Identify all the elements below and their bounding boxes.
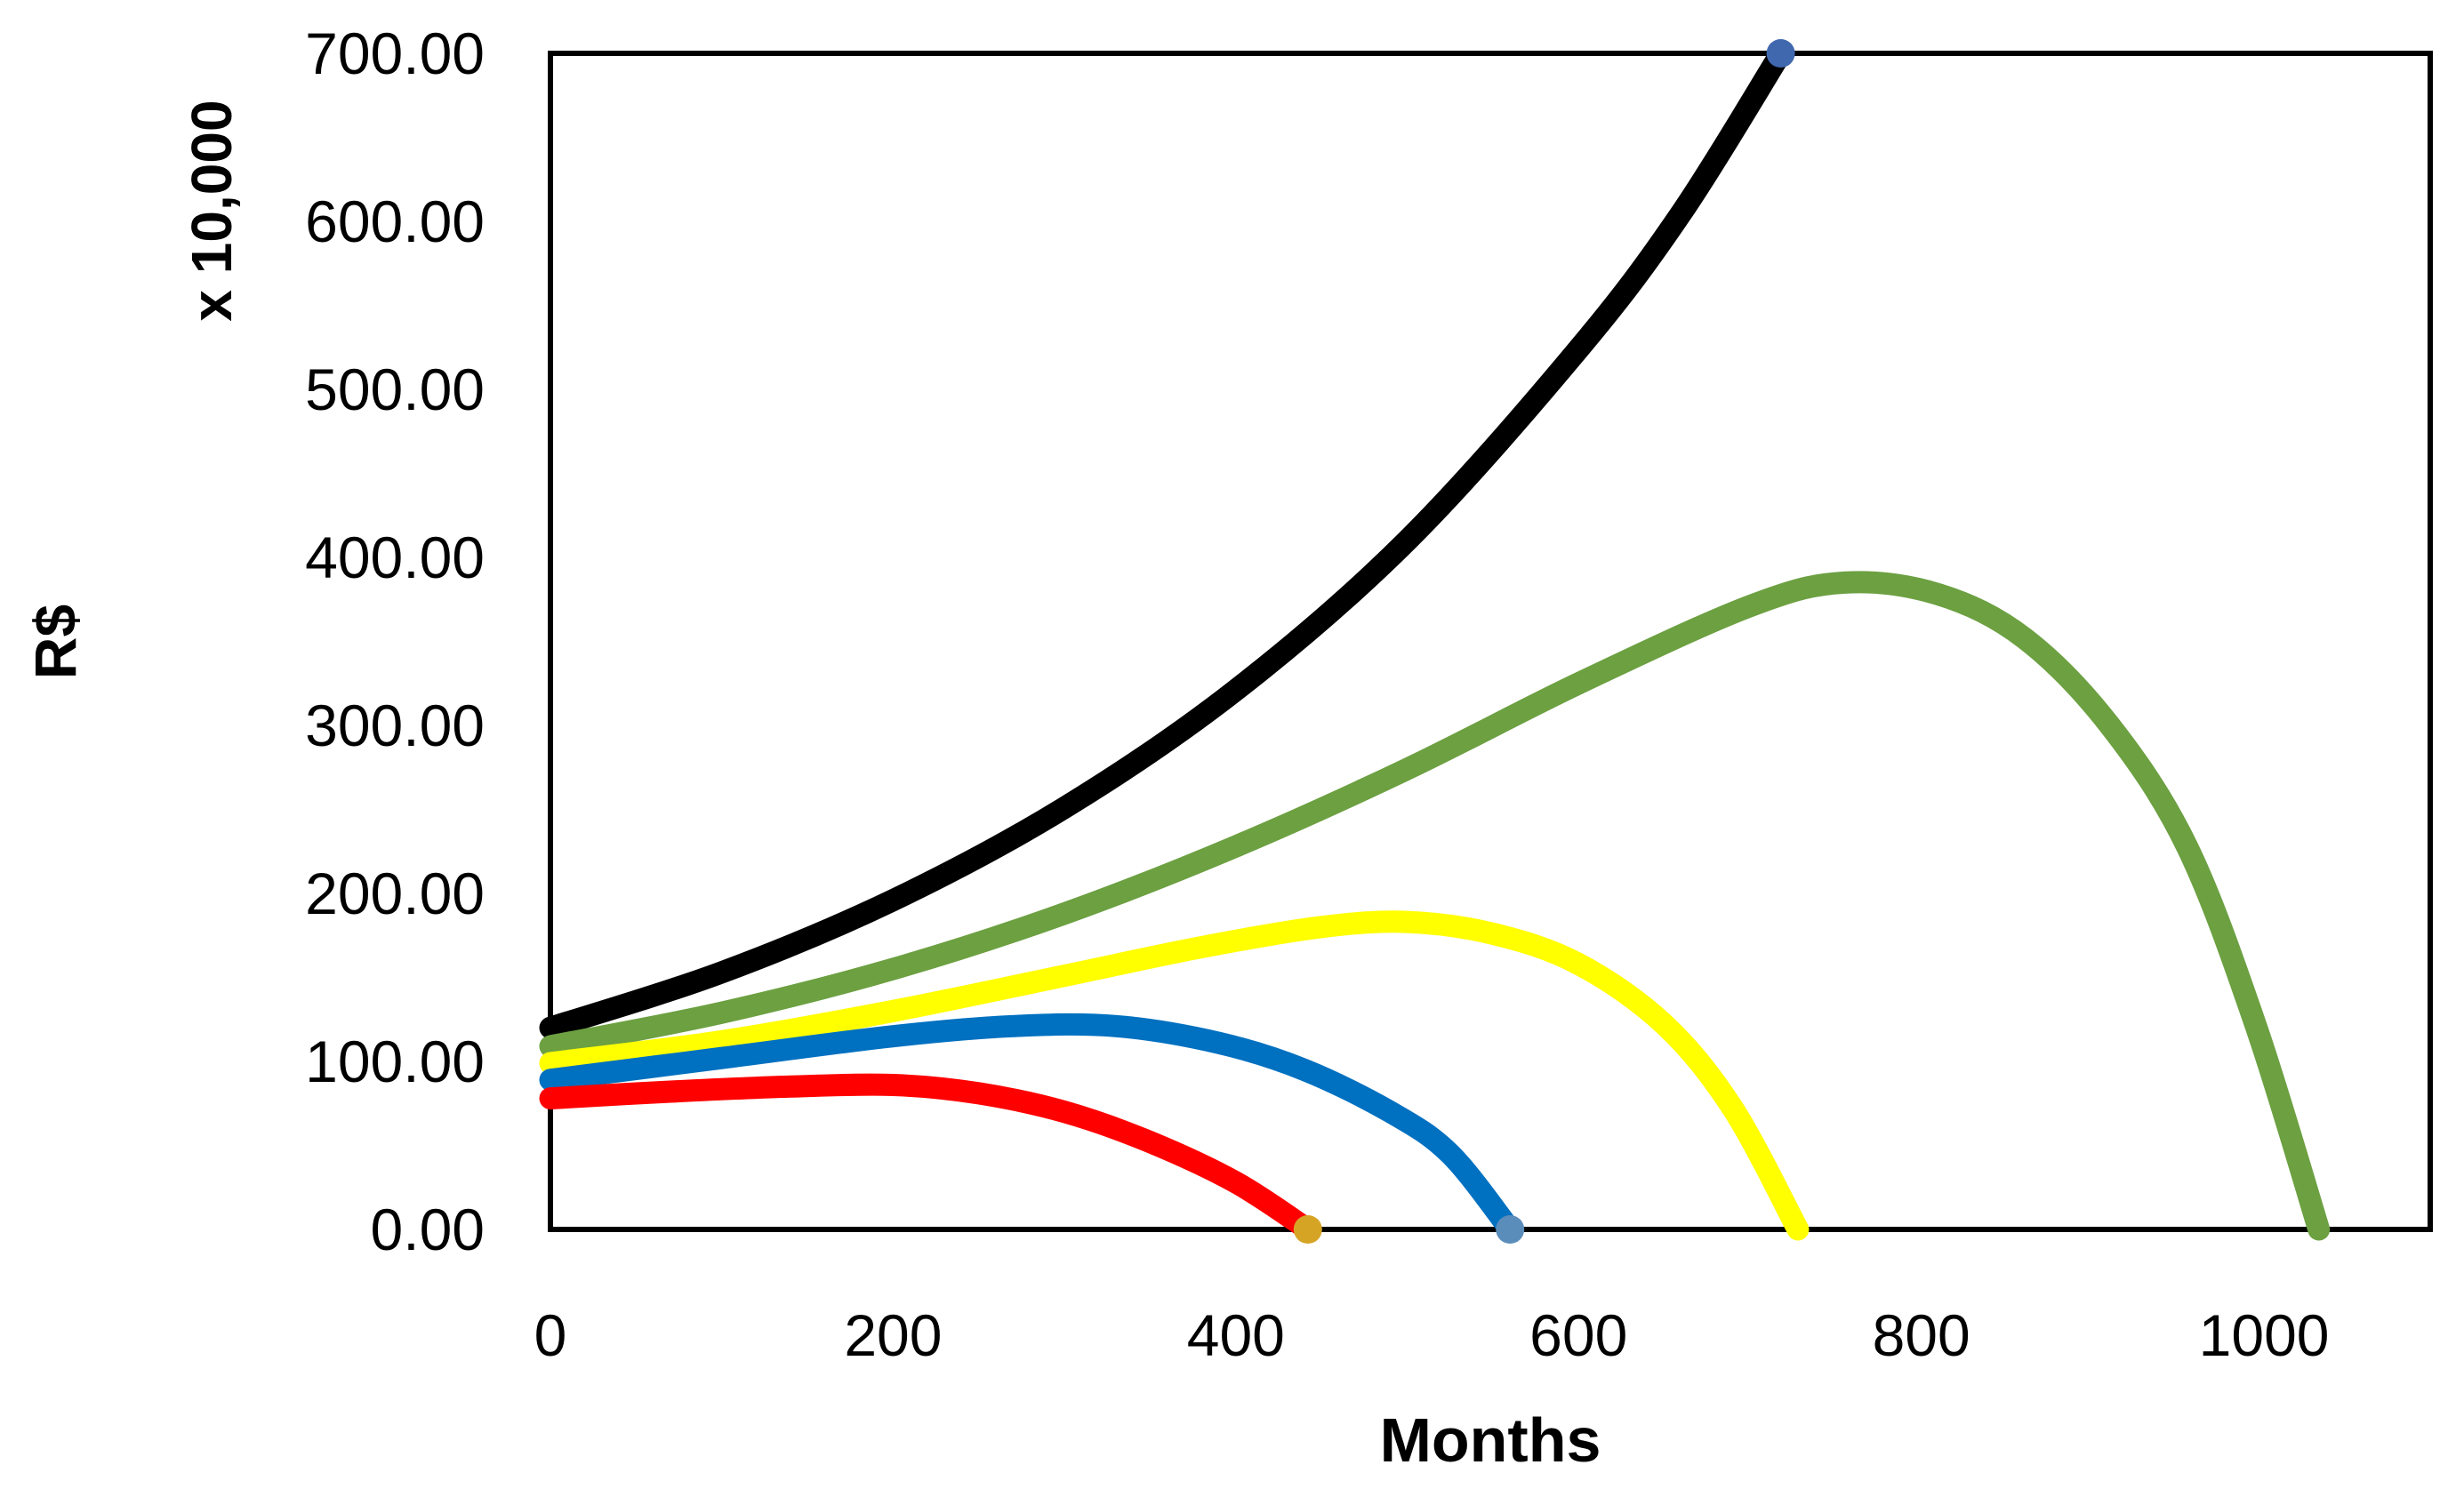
series-line-red-curve: [539, 1073, 1320, 1241]
x-tick-label: 600: [1529, 1302, 1627, 1368]
series-end-markers: [1293, 39, 1795, 1244]
x-tick-label: 1000: [2199, 1302, 2330, 1368]
end-marker-red-curve: [1293, 1215, 1322, 1244]
x-tick-label: 400: [1187, 1302, 1285, 1368]
x-axis-tick-labels: 0 200 400 600 800 1000: [534, 1302, 2330, 1368]
end-marker-blue-curve: [1496, 1215, 1525, 1244]
y-axis-title: R$: [22, 604, 88, 679]
series-line-green-curve: [539, 571, 2331, 1241]
end-marker-black-exponential-growth: [1766, 39, 1795, 68]
y-axis-units-label: x 10,000: [180, 100, 244, 321]
y-tick-label: 500.00: [305, 356, 485, 422]
y-tick-label: 400.00: [305, 524, 485, 590]
series-line-black-exponential-growth: [539, 42, 1793, 1039]
x-tick-label: 200: [844, 1302, 942, 1368]
y-tick-label: 700.00: [305, 20, 485, 86]
y-tick-label: 100.00: [305, 1029, 485, 1094]
x-tick-label: 0: [534, 1302, 567, 1368]
series-lines: [539, 42, 2331, 1241]
y-tick-label: 200.00: [305, 861, 485, 926]
y-axis-tick-labels: 0.00 100.00 200.00 300.00 400.00 500.00 600.00…: [305, 20, 485, 1262]
y-tick-label: 600.00: [305, 188, 485, 254]
x-axis-title: Months: [1380, 1405, 1601, 1475]
x-tick-label: 800: [1873, 1302, 1970, 1368]
series-line-blue-curve: [539, 1013, 1521, 1241]
y-tick-label: 300.00: [305, 692, 485, 758]
y-tick-label: 0.00: [371, 1197, 485, 1262]
plot-area-frame: [548, 51, 2433, 1232]
series-line-yellow-curve: [539, 910, 1810, 1241]
